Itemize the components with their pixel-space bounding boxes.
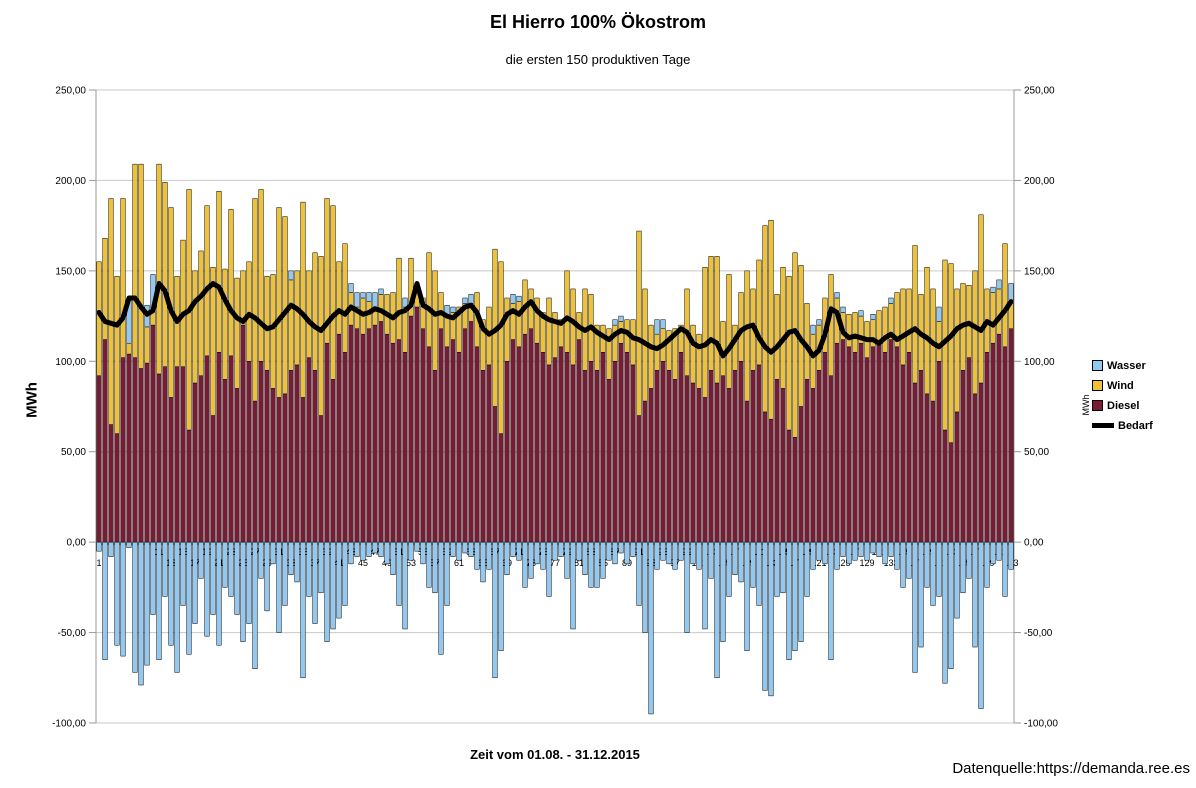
svg-text:-50,00: -50,00 bbox=[1024, 628, 1053, 639]
svg-text:53: 53 bbox=[406, 558, 416, 568]
x-axis-title: Zeit vom 01.08. - 31.12.2015 bbox=[470, 747, 640, 762]
svg-text:200,00: 200,00 bbox=[55, 176, 86, 187]
y-axis-labels-left: 250,00 200,00 150,00 100,00 50,00 0,00 -50,00 -… bbox=[52, 86, 86, 730]
svg-text:-100,00: -100,00 bbox=[1024, 719, 1058, 730]
svg-text:100,00: 100,00 bbox=[55, 357, 86, 368]
svg-text:50,00: 50,00 bbox=[1024, 447, 1049, 458]
legend-label: Diesel bbox=[1107, 399, 1140, 412]
svg-text:121: 121 bbox=[811, 558, 826, 568]
svg-text:61: 61 bbox=[454, 558, 464, 568]
diesel-swatch-icon bbox=[1092, 400, 1103, 411]
svg-text:-100,00: -100,00 bbox=[52, 719, 86, 730]
svg-text:200,00: 200,00 bbox=[1024, 176, 1055, 187]
wind-swatch-icon bbox=[1092, 380, 1103, 391]
y-axis-labels-right: 250,00 200,00 150,00 100,00 50,00 0,00 -50,00 -… bbox=[1024, 86, 1058, 730]
legend-item-bedarf: Bedarf bbox=[1092, 417, 1153, 434]
bars-diesel bbox=[96, 306, 1014, 543]
svg-text:133: 133 bbox=[883, 558, 898, 568]
svg-text:125: 125 bbox=[835, 558, 850, 568]
legend: Wasser Wind Diesel Bedarf bbox=[1092, 357, 1153, 434]
svg-text:50,00: 50,00 bbox=[61, 447, 86, 458]
svg-text:100,00: 100,00 bbox=[1024, 357, 1055, 368]
svg-text:150,00: 150,00 bbox=[55, 266, 86, 277]
category-ticks bbox=[95, 542, 1015, 546]
legend-label: Wind bbox=[1107, 379, 1134, 392]
svg-text:81: 81 bbox=[574, 558, 584, 568]
y-axis-title-right: MWh bbox=[1081, 394, 1091, 416]
y-axis-title-left: MWh bbox=[23, 382, 41, 418]
svg-text:0,00: 0,00 bbox=[1024, 538, 1044, 549]
legend-label: Wasser bbox=[1107, 359, 1146, 372]
legend-label: Bedarf bbox=[1118, 419, 1153, 432]
chart-title: El Hierro 100% Ökostrom bbox=[489, 12, 707, 32]
svg-text:250,00: 250,00 bbox=[55, 86, 86, 97]
svg-text:150,00: 150,00 bbox=[1024, 266, 1055, 277]
svg-text:1: 1 bbox=[96, 558, 101, 568]
svg-text:-50,00: -50,00 bbox=[58, 628, 87, 639]
wasser-swatch-icon bbox=[1092, 360, 1103, 371]
bedarf-swatch-icon bbox=[1092, 423, 1114, 428]
bedarf-line bbox=[96, 281, 1014, 359]
source-note: Datenquelle:https://demanda.ree.es bbox=[952, 760, 1190, 777]
legend-item-wind: Wind bbox=[1092, 377, 1153, 394]
bars-wasser bbox=[96, 270, 1014, 715]
svg-text:45: 45 bbox=[358, 558, 368, 568]
svg-text:0,00: 0,00 bbox=[67, 538, 87, 549]
legend-item-wasser: Wasser bbox=[1092, 357, 1153, 374]
svg-text:250,00: 250,00 bbox=[1024, 86, 1055, 97]
chart-subtitle: die ersten 150 produktiven Tage bbox=[505, 52, 691, 67]
svg-text:77: 77 bbox=[550, 558, 560, 568]
svg-text:129: 129 bbox=[859, 558, 874, 568]
legend-item-diesel: Diesel bbox=[1092, 397, 1153, 414]
